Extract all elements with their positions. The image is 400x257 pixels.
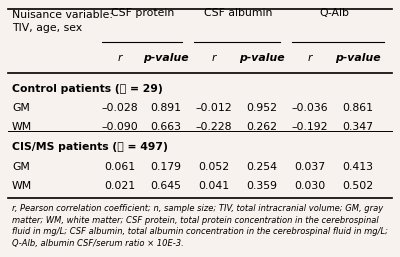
Text: 0.262: 0.262 <box>246 122 278 132</box>
Text: p-value: p-value <box>143 53 189 63</box>
Text: –0.228: –0.228 <box>196 122 232 132</box>
Text: r: r <box>212 53 216 63</box>
Text: 0.052: 0.052 <box>198 162 230 172</box>
Text: 0.347: 0.347 <box>342 122 374 132</box>
Text: r, Pearson correlation coefficient; n, sample size; TIV, total intracranial volu: r, Pearson correlation coefficient; n, s… <box>12 204 388 248</box>
Text: 0.179: 0.179 <box>150 162 182 172</box>
Text: p-value: p-value <box>335 53 381 63</box>
Text: 0.952: 0.952 <box>246 104 278 113</box>
Text: WM: WM <box>12 181 32 190</box>
Text: GM: GM <box>12 162 30 172</box>
Text: 0.891: 0.891 <box>150 104 182 113</box>
Text: –0.012: –0.012 <box>196 104 232 113</box>
Text: r: r <box>308 53 312 63</box>
Text: 0.645: 0.645 <box>150 181 182 190</box>
Text: 0.041: 0.041 <box>198 181 230 190</box>
Text: CIS/MS patients (𝑁 = 497): CIS/MS patients (𝑁 = 497) <box>12 142 168 152</box>
Text: Q-Alb: Q-Alb <box>319 8 349 18</box>
Text: 0.413: 0.413 <box>342 162 374 172</box>
Text: –0.036: –0.036 <box>292 104 328 113</box>
Text: 0.861: 0.861 <box>342 104 374 113</box>
Text: 0.037: 0.037 <box>294 162 326 172</box>
Text: –0.192: –0.192 <box>292 122 328 132</box>
Text: Control patients (𝑁 = 29): Control patients (𝑁 = 29) <box>12 84 163 94</box>
Text: 0.663: 0.663 <box>150 122 182 132</box>
Text: GM: GM <box>12 104 30 113</box>
Text: –0.028: –0.028 <box>102 104 138 113</box>
Text: CSF albumin: CSF albumin <box>204 8 272 18</box>
Text: 0.502: 0.502 <box>342 181 374 190</box>
Text: 0.061: 0.061 <box>104 162 136 172</box>
Text: –0.090: –0.090 <box>102 122 138 132</box>
Text: WM: WM <box>12 122 32 132</box>
Text: r: r <box>118 53 122 63</box>
Text: 0.021: 0.021 <box>104 181 136 190</box>
Text: p-value: p-value <box>239 53 285 63</box>
Text: 0.030: 0.030 <box>294 181 326 190</box>
Text: 0.254: 0.254 <box>246 162 278 172</box>
Text: Nuisance variable:
TIV, age, sex: Nuisance variable: TIV, age, sex <box>12 10 113 33</box>
Text: 0.359: 0.359 <box>246 181 278 190</box>
Text: CSF protein: CSF protein <box>111 8 174 18</box>
